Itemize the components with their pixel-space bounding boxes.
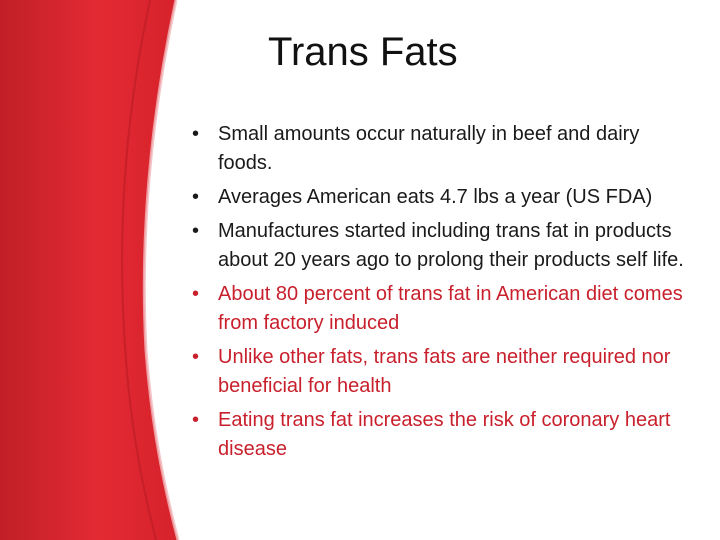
bullet-item: • About 80 percent of trans fat in Ameri… [190, 280, 695, 338]
bullet-text: Averages American eats 4.7 lbs a year (U… [218, 186, 653, 208]
bullet-item: • Averages American eats 4.7 lbs a year … [190, 183, 695, 212]
bullet-item: • Eating trans fat increases the risk of… [190, 406, 695, 464]
bullet-item: • Small amounts occur naturally in beef … [190, 120, 695, 178]
bullet-dot: • [192, 123, 200, 145]
bullet-dot: • [192, 186, 200, 208]
bullet-item: • Manufactures started including trans f… [190, 217, 695, 275]
bullet-text: Eating trans fat increases the risk of c… [218, 409, 671, 460]
bullet-text: Manufactures started including trans fat… [218, 220, 684, 271]
bullet-text: About 80 percent of trans fat in America… [218, 283, 683, 334]
bullet-dot: • [192, 409, 200, 431]
bullet-dot: • [192, 283, 200, 305]
bullet-dot: • [192, 220, 200, 242]
slide-title: Trans Fats [268, 30, 458, 74]
bullet-text: Unlike other fats, trans fats are neithe… [218, 346, 671, 397]
bullet-list: • Small amounts occur naturally in beef … [190, 120, 695, 469]
red-band-inner-curve [120, 0, 157, 540]
bullet-dot: • [192, 346, 200, 368]
bullet-text: Small amounts occur naturally in beef an… [218, 123, 640, 174]
red-band-highlight [142, 0, 180, 540]
bullet-item: • Unlike other fats, trans fats are neit… [190, 343, 695, 401]
red-band-shape [0, 0, 178, 540]
